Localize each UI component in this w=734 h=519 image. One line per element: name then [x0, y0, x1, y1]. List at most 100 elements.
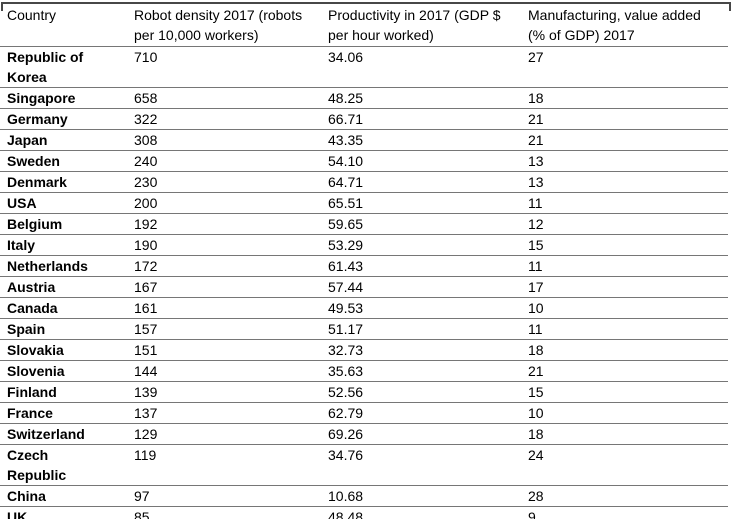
- cell-productivity: 66.71: [321, 108, 521, 130]
- cell-robot-density: 157: [127, 318, 321, 340]
- cell-manufacturing: 10: [521, 297, 728, 319]
- cell-productivity: 49.53: [321, 297, 521, 319]
- cell-productivity: 32.73: [321, 339, 521, 361]
- cell-robot-density: 85: [127, 506, 321, 519]
- cell-robot-density: 139: [127, 381, 321, 403]
- table-row: Republic of Korea 710 34.06 27: [0, 46, 728, 88]
- table-row: Netherlands 172 61.43 11: [0, 255, 728, 277]
- cell-robot-density: 322: [127, 108, 321, 130]
- cell-manufacturing: 21: [521, 129, 728, 151]
- cell-productivity: 59.65: [321, 213, 521, 235]
- column-header-country: Country: [0, 3, 127, 47]
- table-row: UK 85 48.48 9: [0, 506, 728, 519]
- cell-country: UK: [0, 506, 127, 519]
- table-row: Switzerland 129 69.26 18: [0, 423, 728, 445]
- cell-productivity: 61.43: [321, 255, 521, 277]
- cell-manufacturing: 27: [521, 46, 728, 88]
- column-header-manufacturing: Manufacturing, value added (% of GDP) 20…: [521, 3, 728, 47]
- cell-country: France: [0, 402, 127, 424]
- cell-robot-density: 119: [127, 444, 321, 486]
- cell-manufacturing: 10: [521, 402, 728, 424]
- table-row: Austria 167 57.44 17: [0, 276, 728, 298]
- header-row: Country Robot density 2017 (robots per 1…: [0, 3, 728, 47]
- cell-manufacturing: 12: [521, 213, 728, 235]
- cell-productivity: 48.48: [321, 506, 521, 519]
- cell-country: Czech Republic: [0, 444, 127, 486]
- table-row: Japan 308 43.35 21: [0, 129, 728, 151]
- table-row: Czech Republic 119 34.76 24: [0, 444, 728, 486]
- cell-robot-density: 200: [127, 192, 321, 214]
- cell-country: Republic of Korea: [0, 46, 127, 88]
- cell-manufacturing: 24: [521, 444, 728, 486]
- cell-productivity: 35.63: [321, 360, 521, 382]
- cell-manufacturing: 9: [521, 506, 728, 519]
- cell-robot-density: 137: [127, 402, 321, 424]
- cell-robot-density: 710: [127, 46, 321, 88]
- cell-country: Switzerland: [0, 423, 127, 445]
- cell-manufacturing: 15: [521, 234, 728, 256]
- table-row: Denmark 230 64.71 13: [0, 171, 728, 193]
- cell-manufacturing: 15: [521, 381, 728, 403]
- table-row: Slovakia 151 32.73 18: [0, 339, 728, 361]
- cell-robot-density: 658: [127, 87, 321, 109]
- cell-manufacturing: 17: [521, 276, 728, 298]
- cell-manufacturing: 28: [521, 485, 728, 507]
- cell-country: Sweden: [0, 150, 127, 172]
- cell-country: Denmark: [0, 171, 127, 193]
- cell-productivity: 34.76: [321, 444, 521, 486]
- cell-robot-density: 192: [127, 213, 321, 235]
- cell-productivity: 52.56: [321, 381, 521, 403]
- cell-country: Spain: [0, 318, 127, 340]
- cell-country: China: [0, 485, 127, 507]
- cell-manufacturing: 21: [521, 360, 728, 382]
- cell-productivity: 65.51: [321, 192, 521, 214]
- table-row: Sweden 240 54.10 13: [0, 150, 728, 172]
- cell-country: Canada: [0, 297, 127, 319]
- cell-manufacturing: 18: [521, 423, 728, 445]
- table-row: France 137 62.79 10: [0, 402, 728, 424]
- table-row: Italy 190 53.29 15: [0, 234, 728, 256]
- table-row: China 97 10.68 28: [0, 485, 728, 507]
- table-row: USA 200 65.51 11: [0, 192, 728, 214]
- table-row: Singapore 658 48.25 18: [0, 87, 728, 109]
- cell-robot-density: 151: [127, 339, 321, 361]
- robot-density-table: Country Robot density 2017 (robots per 1…: [0, 3, 728, 519]
- cell-robot-density: 240: [127, 150, 321, 172]
- cell-manufacturing: 18: [521, 87, 728, 109]
- cell-country: Belgium: [0, 213, 127, 235]
- table-row: Belgium 192 59.65 12: [0, 213, 728, 235]
- cell-productivity: 64.71: [321, 171, 521, 193]
- cell-country: Finland: [0, 381, 127, 403]
- cell-productivity: 43.35: [321, 129, 521, 151]
- cell-manufacturing: 11: [521, 255, 728, 277]
- cell-robot-density: 161: [127, 297, 321, 319]
- cell-productivity: 57.44: [321, 276, 521, 298]
- cell-productivity: 48.25: [321, 87, 521, 109]
- cell-robot-density: 129: [127, 423, 321, 445]
- cell-manufacturing: 11: [521, 192, 728, 214]
- cell-robot-density: 167: [127, 276, 321, 298]
- cell-manufacturing: 18: [521, 339, 728, 361]
- cell-country: Singapore: [0, 87, 127, 109]
- cell-country: Netherlands: [0, 255, 127, 277]
- table-row: Finland 139 52.56 15: [0, 381, 728, 403]
- cell-country: Italy: [0, 234, 127, 256]
- cell-productivity: 54.10: [321, 150, 521, 172]
- cell-country: Germany: [0, 108, 127, 130]
- cell-productivity: 10.68: [321, 485, 521, 507]
- cell-country: Slovenia: [0, 360, 127, 382]
- column-header-productivity: Productivity in 2017 (GDP $ per hour wor…: [321, 3, 521, 47]
- table-row: Slovenia 144 35.63 21: [0, 360, 728, 382]
- cell-country: Japan: [0, 129, 127, 151]
- column-header-robot-density: Robot density 2017 (robots per 10,000 wo…: [127, 3, 321, 47]
- cell-robot-density: 144: [127, 360, 321, 382]
- cell-manufacturing: 13: [521, 150, 728, 172]
- cell-robot-density: 190: [127, 234, 321, 256]
- cell-robot-density: 172: [127, 255, 321, 277]
- cell-productivity: 69.26: [321, 423, 521, 445]
- table-row: Germany 322 66.71 21: [0, 108, 728, 130]
- cell-country: USA: [0, 192, 127, 214]
- cell-country: Slovakia: [0, 339, 127, 361]
- cell-manufacturing: 11: [521, 318, 728, 340]
- cell-productivity: 34.06: [321, 46, 521, 88]
